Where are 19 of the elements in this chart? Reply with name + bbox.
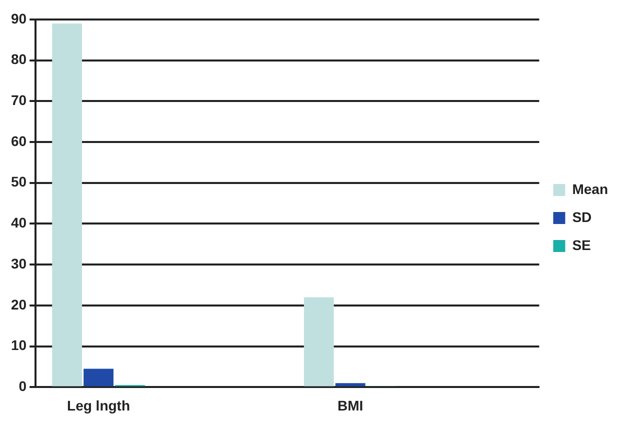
y-tick-label: 10 (10, 337, 27, 354)
y-tick-label: 30 (10, 255, 27, 272)
legend-label: SE (572, 236, 591, 253)
x-tick-label: Leg lngth (67, 397, 130, 414)
legend-label: Mean (572, 180, 608, 197)
y-tick-label: 50 (10, 174, 27, 190)
y-tick-label: 40 (10, 214, 27, 231)
y-tick-label: 80 (10, 51, 27, 68)
bar (335, 383, 366, 386)
y-tick-label: 70 (10, 92, 27, 108)
bar (304, 297, 334, 386)
y-tick-label: 90 (10, 10, 27, 26)
y-tick-label: 0 (18, 378, 27, 394)
x-tick-label: BMI (338, 397, 364, 414)
legend-label: SD (572, 208, 592, 225)
y-tick-label: 20 (10, 296, 27, 312)
bar (84, 368, 114, 386)
y-tick-label: 60 (10, 132, 27, 149)
bar (52, 23, 82, 386)
